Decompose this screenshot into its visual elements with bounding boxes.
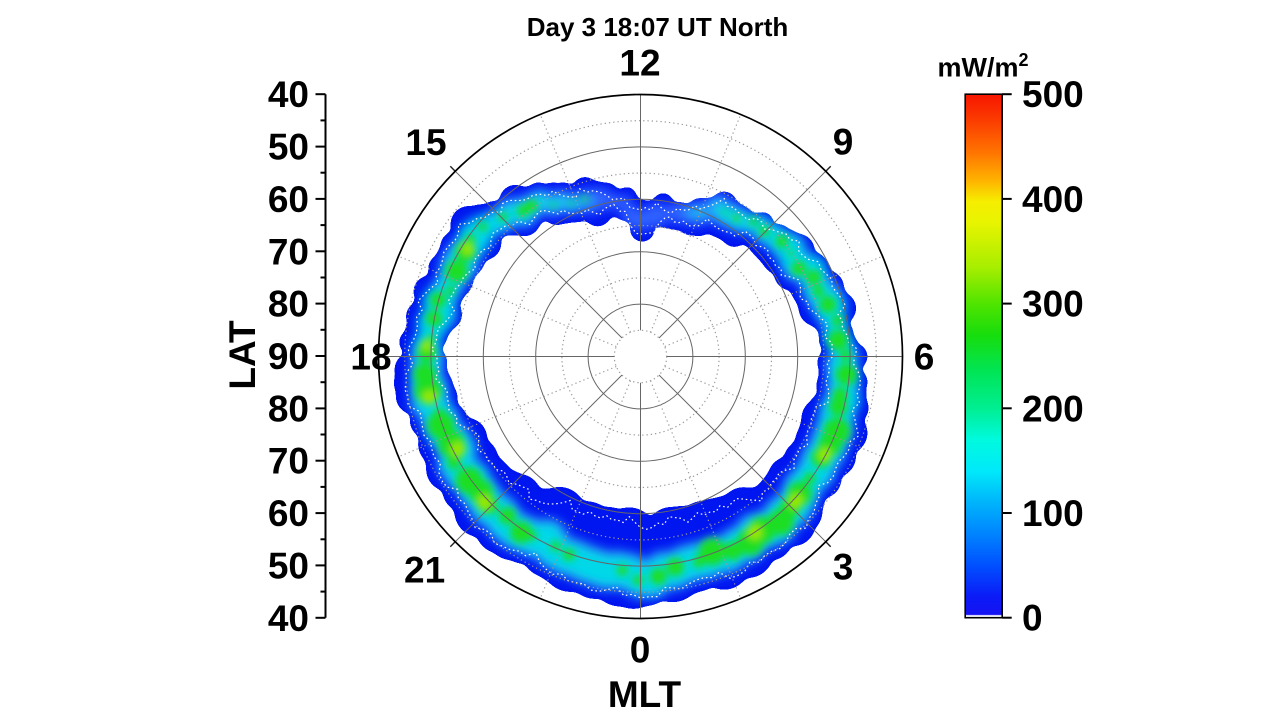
svg-text:40: 40 [268, 74, 309, 115]
svg-text:80: 80 [268, 284, 309, 325]
svg-text:18: 18 [350, 337, 391, 378]
svg-text:mW/m2: mW/m2 [937, 50, 1028, 83]
svg-text:LAT: LAT [222, 320, 263, 390]
svg-text:400: 400 [1022, 179, 1084, 220]
svg-text:90: 90 [268, 336, 309, 377]
svg-text:3: 3 [833, 547, 854, 588]
svg-text:60: 60 [268, 179, 309, 220]
svg-text:6: 6 [914, 337, 935, 378]
svg-text:80: 80 [268, 388, 309, 429]
svg-text:Day 3 18:07 UT North: Day 3 18:07 UT North [527, 12, 789, 42]
svg-text:21: 21 [404, 550, 445, 591]
svg-text:12: 12 [619, 43, 660, 84]
svg-text:70: 70 [268, 231, 309, 272]
svg-text:200: 200 [1022, 388, 1084, 429]
svg-text:0: 0 [1022, 598, 1043, 639]
svg-text:MLT: MLT [608, 674, 682, 715]
svg-text:15: 15 [405, 122, 446, 163]
svg-text:9: 9 [833, 122, 854, 163]
svg-text:60: 60 [268, 493, 309, 534]
svg-text:50: 50 [268, 545, 309, 586]
svg-text:40: 40 [268, 598, 309, 639]
svg-text:0: 0 [630, 630, 651, 671]
svg-text:100: 100 [1022, 493, 1084, 534]
svg-text:300: 300 [1022, 284, 1084, 325]
svg-text:500: 500 [1022, 74, 1084, 115]
svg-text:70: 70 [268, 441, 309, 482]
svg-text:50: 50 [268, 127, 309, 168]
